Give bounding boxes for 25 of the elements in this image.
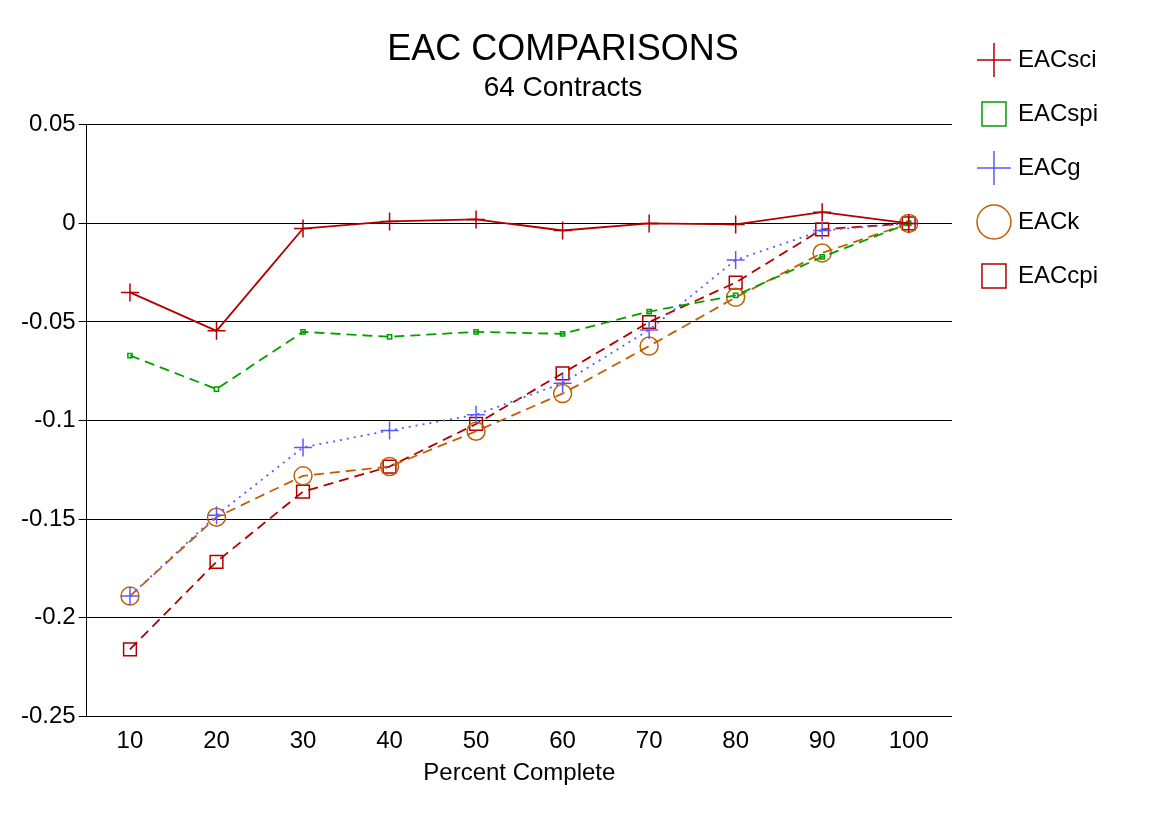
x-tick-label: 40 [376, 726, 403, 754]
legend-label: EACsci [1017, 44, 1097, 72]
chart-subtitle: 64 Contracts [483, 70, 643, 102]
x-tick-label: 90 [808, 726, 836, 754]
y-tick-label: 0 [62, 208, 76, 236]
legend-label: EACg [1017, 152, 1081, 180]
y-tick-label: -0.2 [34, 602, 76, 630]
legend-label: EACcpi [1017, 260, 1098, 288]
y-tick-label: -0.05 [21, 306, 76, 334]
x-tick-label: 80 [722, 726, 750, 754]
x-tick-label: 20 [203, 726, 230, 754]
x-tick-label: 50 [462, 726, 490, 754]
y-tick-label: -0.15 [21, 503, 76, 531]
y-tick-label: 0.05 [28, 109, 76, 137]
x-tick-label: 100 [888, 726, 929, 754]
x-tick-label: 30 [289, 726, 317, 754]
x-tick-label: 60 [549, 726, 576, 754]
x-axis-title: Percent Complete [423, 758, 616, 786]
x-tick-label: 70 [635, 726, 663, 754]
legend-label: EACspi [1017, 98, 1098, 126]
y-tick-label: -0.1 [34, 405, 76, 433]
chart-title: EAC COMPARISONS [387, 26, 739, 68]
y-tick-label: -0.25 [21, 701, 76, 729]
x-tick-label: 10 [116, 726, 144, 754]
legend-label: EACk [1017, 206, 1081, 234]
